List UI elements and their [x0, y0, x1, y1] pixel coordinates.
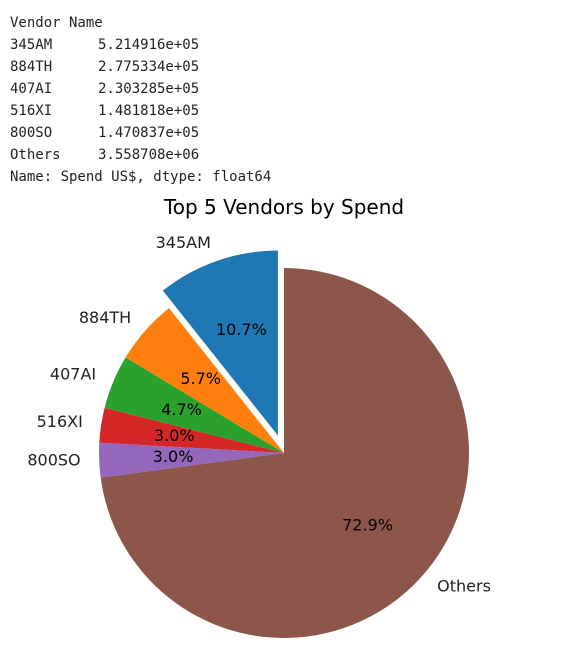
slice-label-884th: 884TH — [79, 308, 131, 327]
pie-slice-345am — [162, 250, 278, 436]
series-footer: Name: Spend US$, dtype: float64 — [10, 169, 272, 185]
pie-slice-884th — [125, 308, 284, 453]
pie-slice-800so — [98, 442, 284, 478]
slice-percent-884th: 5.7% — [180, 369, 221, 388]
slice-percent-345am: 10.7% — [216, 320, 267, 339]
vendor-name: 800SO — [10, 125, 53, 141]
vendor-spend: 2.775334e+05 — [98, 59, 200, 75]
series-header: Vendor Name — [10, 15, 103, 31]
chart-title: Top 5 Vendors by Spend — [163, 195, 404, 219]
series-row: 516XI 1.481818e+05 — [10, 100, 271, 122]
slice-percent-407ai: 4.7% — [161, 400, 202, 419]
slice-label-others: Others — [437, 576, 491, 595]
series-row: 345AM 5.214916e+05 — [10, 34, 271, 56]
slice-label-800so: 800SO — [27, 450, 80, 469]
series-row: 800SO 1.470837e+05 — [10, 122, 271, 144]
vendor-spend: 1.481818e+05 — [98, 103, 200, 119]
slice-label-407ai: 407AI — [50, 364, 96, 383]
vendor-name: 884TH — [10, 59, 53, 75]
pie-slice-516xi — [99, 407, 284, 453]
vendor-name: 516XI — [10, 103, 53, 119]
slice-percent-others: 72.9% — [342, 516, 393, 535]
vendor-spend: 3.558708e+06 — [98, 147, 200, 163]
slice-percent-800so: 3.0% — [153, 447, 194, 466]
vendor-name: 345AM — [10, 37, 53, 53]
pie-slice-407ai — [104, 357, 285, 453]
vendor-name: 407AI — [10, 81, 53, 97]
series-row: 407AI 2.303285e+05 — [10, 78, 271, 100]
pie-slices — [98, 250, 470, 639]
slice-label-516xi: 516XI — [37, 412, 83, 431]
pie-labels: 345AM 10.7% 884TH 5.7% 407AI 4.7% 516XI 3.0% 800… — [27, 233, 491, 596]
slice-label-345am: 345AM — [156, 233, 211, 252]
vendor-name: Others — [10, 147, 61, 163]
console-output: Vendor Name 345AM 5.214916e+05 884TH 2.775… — [10, 12, 271, 188]
vendor-spend: 5.214916e+05 — [98, 37, 200, 53]
vendor-spend: 2.303285e+05 — [98, 81, 200, 97]
vendor-spend: 1.470837e+05 — [98, 125, 200, 141]
series-row: Others 3.558708e+06 — [10, 144, 271, 166]
pie-slice-others — [100, 268, 470, 639]
series-row: 884TH 2.775334e+05 — [10, 56, 271, 78]
slice-percent-516xi: 3.0% — [154, 426, 195, 445]
